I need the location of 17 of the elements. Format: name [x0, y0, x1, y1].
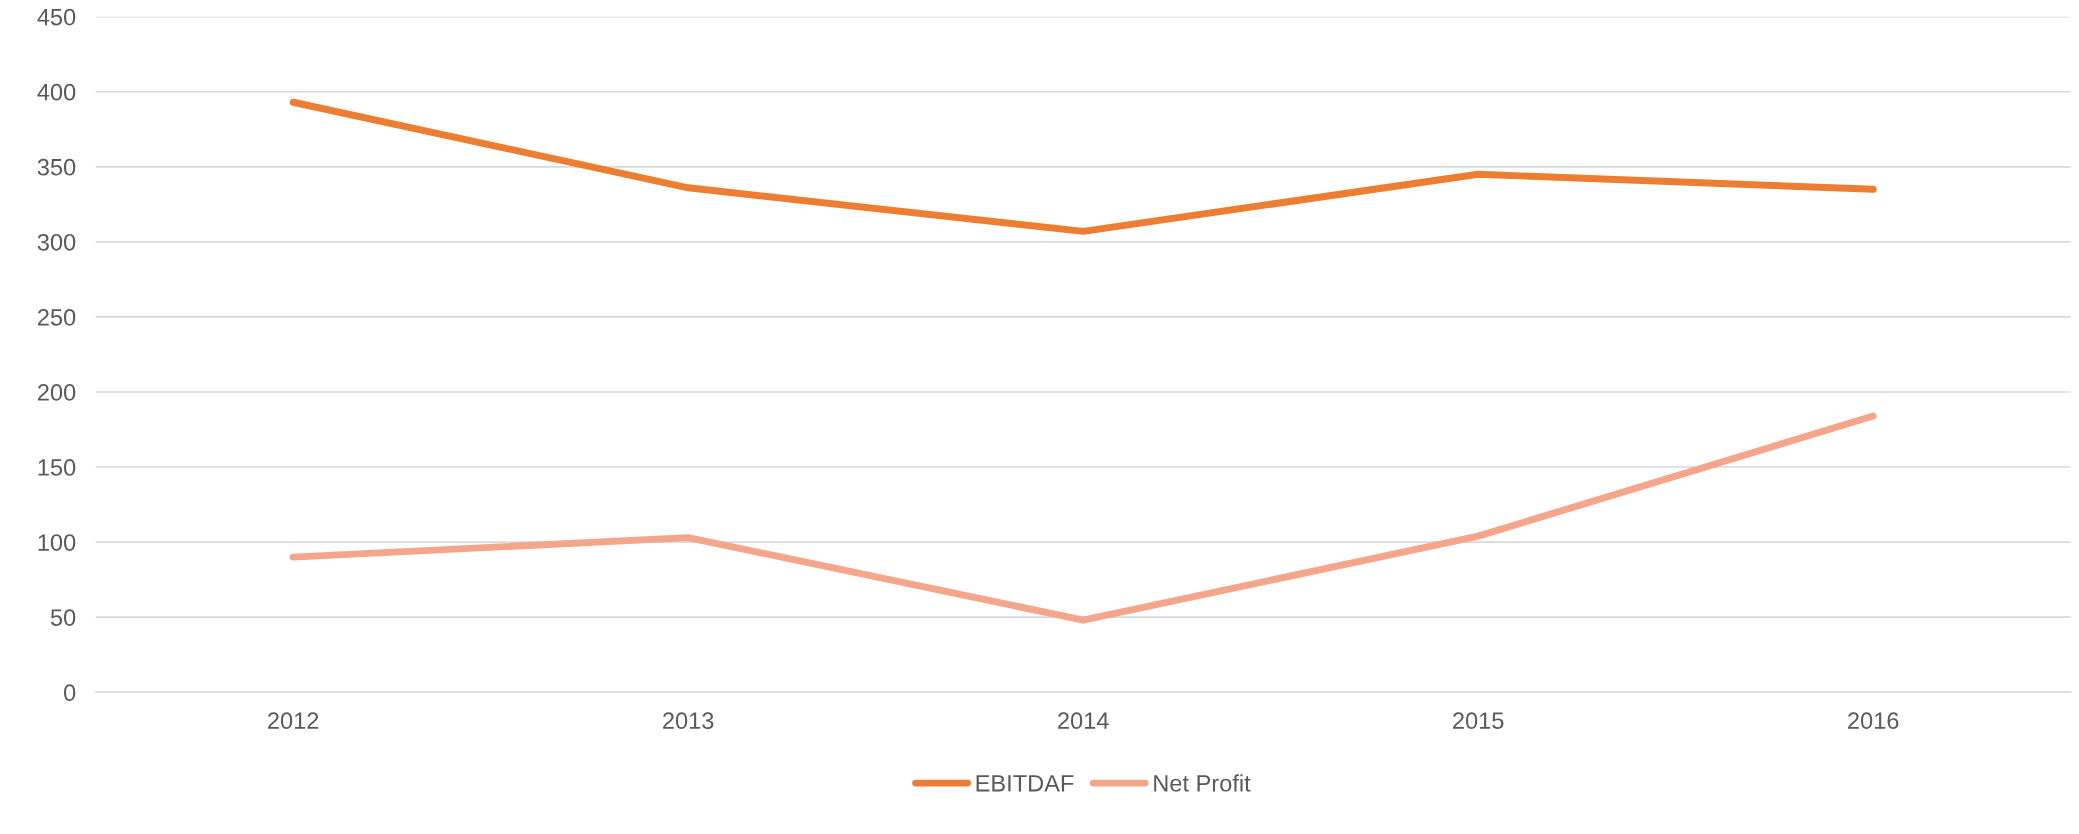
- x-tick-label: 2014: [1058, 712, 1109, 730]
- y-tick-label: 200: [37, 384, 76, 401]
- y-tick-label: 400: [37, 83, 76, 101]
- y-tick-label: 300: [37, 233, 76, 251]
- legend-label: EBITDAF: [976, 775, 1074, 792]
- y-tick-label: 450: [37, 8, 76, 26]
- x-tick-label: 2015: [1453, 712, 1504, 730]
- y-tick-label: 0: [63, 684, 76, 702]
- y-tick-label: 150: [38, 459, 76, 476]
- legend-label: Net Profit: [1154, 774, 1251, 792]
- x-tick-label: 2012: [268, 712, 319, 730]
- y-tick-label: 250: [37, 308, 76, 326]
- y-tick-label: 50: [50, 609, 76, 626]
- y-tick-label: 100: [38, 534, 76, 551]
- x-tick-label: 2016: [1848, 712, 1899, 730]
- y-tick-label: 350: [37, 158, 76, 176]
- x-tick-label: 2013: [663, 712, 714, 730]
